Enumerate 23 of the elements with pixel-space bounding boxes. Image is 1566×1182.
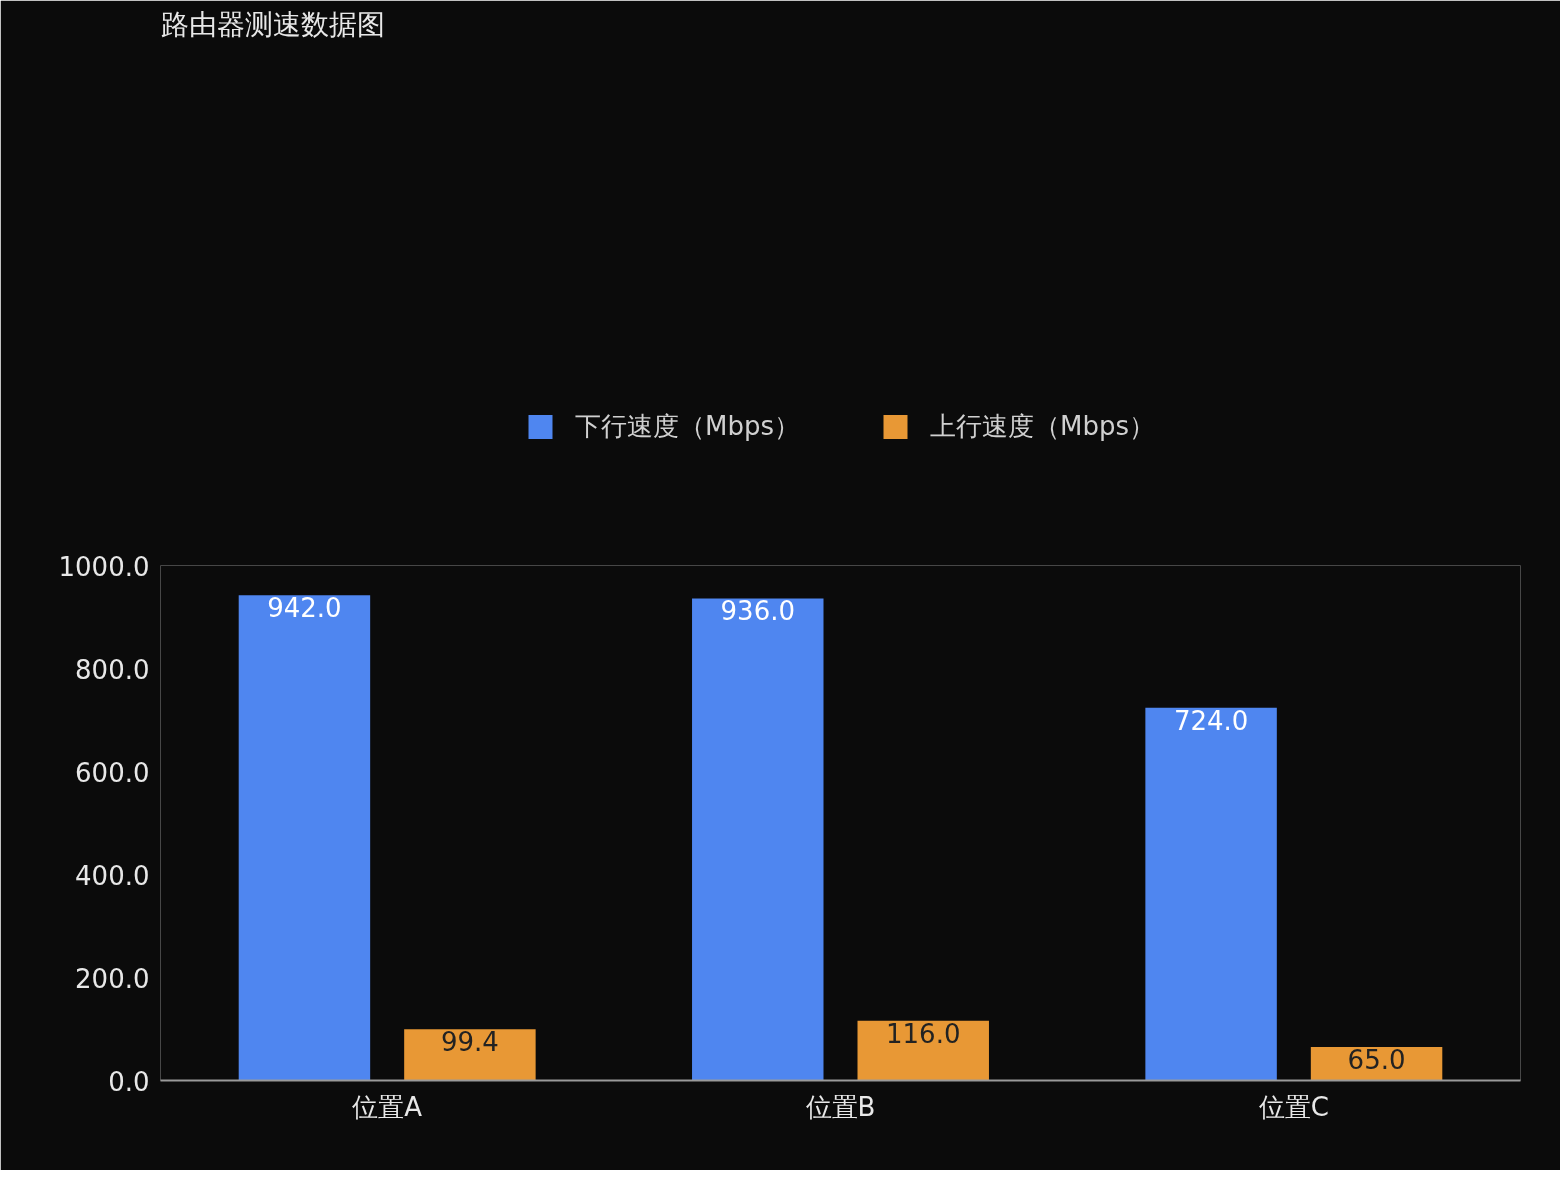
- legend-label: 上行速度（Mbps）: [930, 409, 1155, 443]
- chart-title: 路由器测速数据图: [160, 7, 385, 41]
- y-tick-label: 0.0: [108, 1066, 150, 1097]
- bar: [238, 595, 371, 1081]
- data-label: 724.0: [1173, 705, 1249, 736]
- bar: [1145, 707, 1277, 1081]
- data-label: 65.0: [1347, 1045, 1406, 1076]
- y-tick-label: 400.0: [75, 860, 150, 891]
- x-tick-label: 位置B: [805, 1091, 876, 1122]
- y-tick-label: 200.0: [75, 963, 150, 994]
- legend-label: 下行速度（Mbps）: [575, 409, 800, 443]
- x-tick-label: 位置C: [1258, 1091, 1329, 1122]
- data-label: 942.0: [267, 593, 342, 624]
- y-tick-label: 800.0: [75, 654, 150, 685]
- bar: [692, 598, 824, 1081]
- y-tick-label: 600.0: [75, 757, 150, 788]
- bar: [404, 1029, 536, 1081]
- y-tick-label: 1000.0: [58, 551, 150, 582]
- bar: [857, 1020, 989, 1081]
- data-label: 936.0: [720, 596, 795, 627]
- x-tick-label: 位置A: [352, 1091, 423, 1122]
- data-label: 99.4: [440, 1027, 499, 1058]
- data-label: 116.0: [886, 1018, 961, 1049]
